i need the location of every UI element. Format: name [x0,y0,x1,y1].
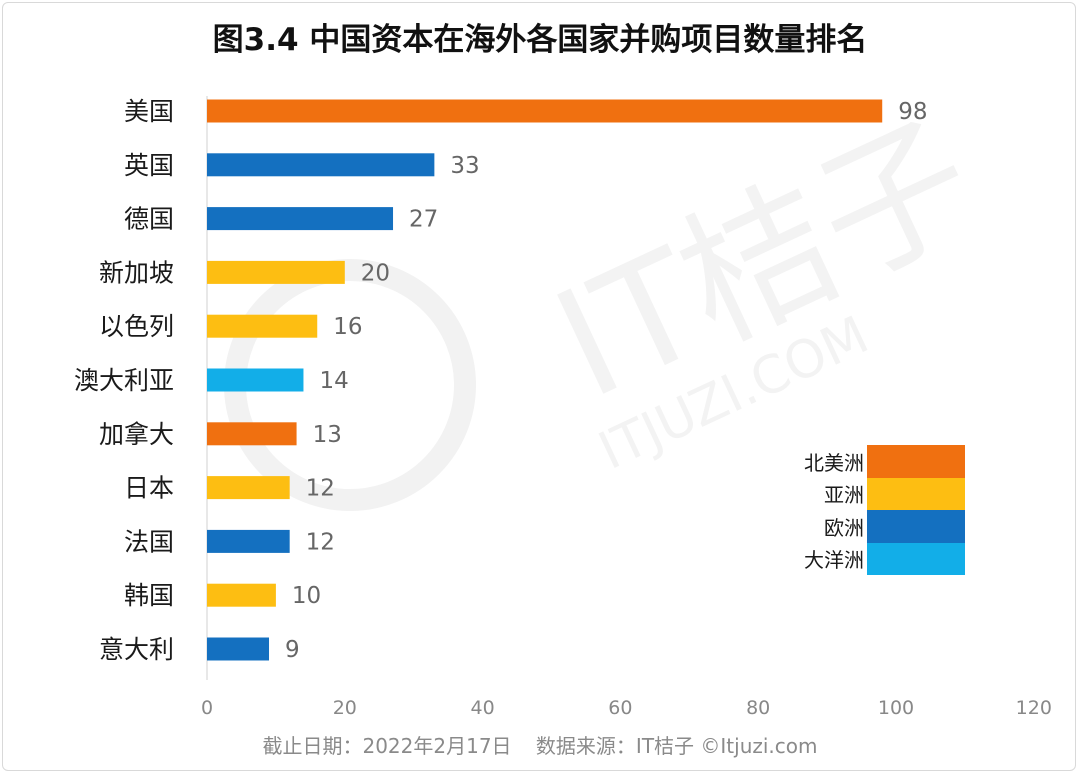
category-label: 英国 [124,151,174,180]
bar-5 [207,368,304,392]
value-labels-group: 98 33 27 20 16 14 13 12 12 10 9 [285,99,927,663]
legend-label: 欧洲 [824,515,864,540]
value-label: 12 [306,476,335,502]
x-tick-label: 120 [1016,697,1052,719]
category-label: 意大利 [99,635,174,664]
x-tick-label: 40 [471,697,495,719]
legend-label: 北美洲 [804,450,864,475]
x-tick-labels-group: 0 20 40 60 80 100 120 [201,697,1052,719]
legend-swatch [867,510,965,543]
legend-item-north-america: 北美洲 [790,445,965,478]
value-label: 20 [361,260,390,286]
value-label: 33 [450,153,479,179]
bar-10 [207,637,270,661]
bar-8 [207,529,290,553]
value-label: 10 [292,583,321,609]
bar-7 [207,476,290,500]
bar-2 [207,207,394,231]
bar-4 [207,314,318,338]
value-label: 9 [285,637,300,663]
legend-swatch [867,477,965,510]
x-tick-label: 100 [878,697,914,719]
category-label: 美国 [124,97,174,126]
value-label: 14 [319,368,348,394]
category-label: 加拿大 [99,420,174,449]
category-label: 澳大利亚 [74,366,174,395]
legend-swatch [867,542,965,575]
category-label: 以色列 [99,312,174,341]
legend-label: 大洋洲 [804,548,864,573]
footer-date: 截止日期：2022年2月17日 [262,734,512,758]
footer: 截止日期：2022年2月17日 数据来源：IT桔子 ©Itjuzi.com [0,730,1080,759]
footer-source: 数据来源：IT桔子 ©Itjuzi.com [535,734,818,758]
legend-item-europe: 欧洲 [790,510,965,543]
bar-0 [207,99,883,123]
value-label: 98 [898,99,927,125]
chart-title: 图3.4 中国资本在海外各国家并购项目数量排名 [212,22,868,58]
category-label: 德国 [124,205,174,234]
x-tick-label: 20 [333,697,357,719]
bar-3 [207,260,345,284]
category-label: 日本 [124,474,174,503]
bar-9 [207,583,276,607]
legend-swatch [867,445,965,478]
value-label: 13 [313,422,342,448]
value-label: 16 [333,314,362,340]
value-label: 12 [306,529,335,555]
x-tick-label: 0 [201,697,213,719]
value-label: 27 [409,207,438,233]
bars-group [207,99,883,661]
legend-item-oceania: 大洋洲 [790,542,965,575]
category-label: 韩国 [124,581,174,610]
legend-item-asia: 亚洲 [790,477,965,510]
legend: 北美洲 亚洲 欧洲 大洋洲 [790,445,965,575]
legend-label: 亚洲 [824,483,864,508]
x-tick-label: 60 [608,697,632,719]
bar-6 [207,422,297,446]
category-label: 新加坡 [99,258,174,287]
category-label: 法国 [124,527,174,556]
bar-1 [207,153,435,177]
x-tick-label: 80 [746,697,770,719]
